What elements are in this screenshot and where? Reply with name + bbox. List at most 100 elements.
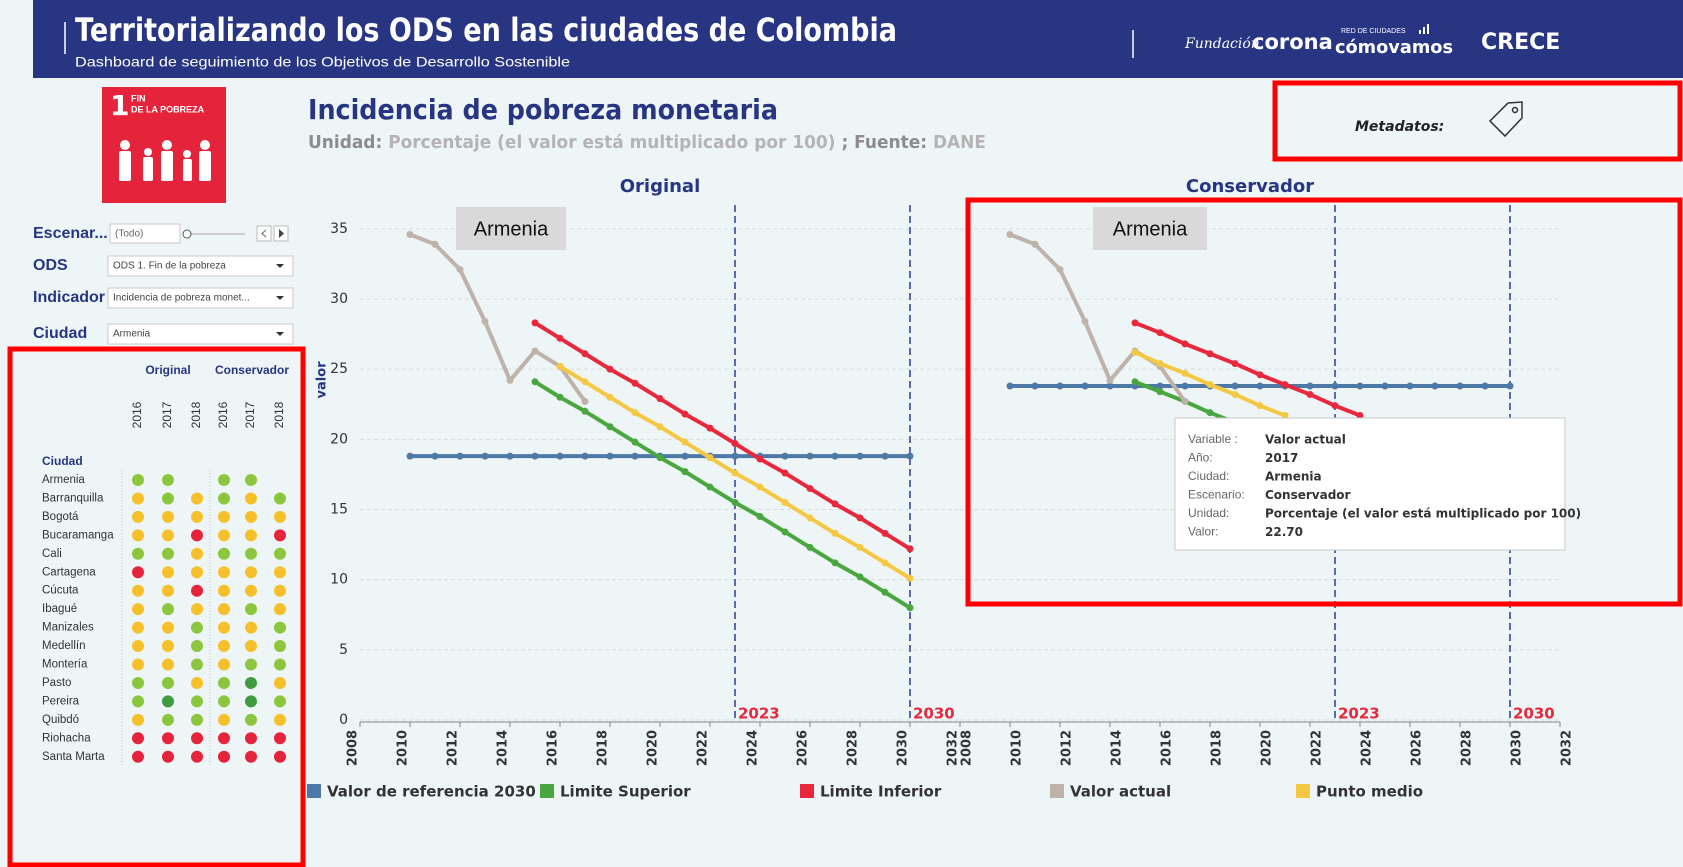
series-point [906, 452, 914, 460]
legend-swatch [1050, 784, 1064, 798]
series-point [781, 498, 789, 506]
logo-bar [1419, 30, 1421, 34]
series-point [1081, 317, 1089, 325]
matrix-year: 2017 [243, 401, 257, 428]
status-dot [274, 658, 286, 671]
matrix-city: Ibagué [42, 603, 77, 615]
status-dot [218, 695, 230, 708]
status-dot [162, 584, 174, 597]
matrix-year: 2018 [189, 401, 203, 428]
status-dot [162, 547, 174, 560]
indicator-title: Incidencia de pobreza monetaria [308, 93, 778, 126]
series-point [1106, 376, 1114, 384]
y-tick-label: 5 [339, 642, 348, 658]
x-tick-label: 2008 [960, 730, 975, 766]
series-point [606, 393, 614, 401]
y-tick-label: 10 [330, 572, 348, 588]
filter-dropdown[interactable] [107, 287, 294, 309]
sdg-line1: FIN [131, 93, 146, 103]
series-line [533, 321, 912, 551]
x-tick-label: 2024 [1360, 730, 1375, 766]
status-dot [274, 676, 286, 689]
series-point [1206, 409, 1214, 417]
status-dot [245, 584, 257, 597]
matrix-city: Armenia [42, 474, 85, 486]
status-dot [274, 510, 286, 523]
matrix-group: Conservador [215, 363, 289, 377]
logo-comovamos: cómovamos [1335, 37, 1453, 58]
status-dot [245, 732, 257, 745]
y-tick-label: 35 [330, 221, 348, 237]
tooltip [1174, 417, 1566, 551]
header-subtitle: Dashboard de seguimiento de los Objetivo… [75, 54, 570, 70]
status-dot [218, 732, 230, 745]
x-tick-label: 2014 [1110, 730, 1125, 766]
x-tick-label: 2022 [1310, 730, 1325, 766]
x-tick-label: 2014 [496, 730, 511, 766]
series-point [881, 559, 889, 567]
series-point [781, 528, 789, 536]
series-point [1131, 378, 1139, 386]
series-point [1406, 382, 1414, 390]
logo-bar [1423, 27, 1425, 34]
series-point [1006, 382, 1014, 390]
series-point [806, 543, 814, 551]
status-dot [191, 640, 203, 653]
filter-box[interactable] [109, 223, 181, 244]
series-point [831, 452, 839, 460]
filter-dropdown[interactable] [107, 255, 294, 277]
logo-red: RED DE CIUDADES [1341, 28, 1406, 35]
series-point [681, 410, 689, 418]
status-dot [245, 640, 257, 653]
sdg-line2: DE LA POBREZA [131, 104, 205, 114]
series-point [1106, 382, 1114, 390]
series-point [756, 483, 764, 491]
status-dot [132, 584, 144, 597]
prev-button[interactable] [256, 225, 272, 242]
status-dot [132, 547, 144, 560]
series-point [1181, 382, 1189, 390]
status-dot [245, 547, 257, 560]
series-point [431, 452, 439, 460]
x-tick-label: 2032 [946, 730, 961, 766]
matrix-city: Cúcuta [42, 585, 79, 597]
series-point [681, 468, 689, 476]
chart-title: Original [620, 176, 701, 197]
status-dot [162, 621, 174, 634]
status-dot [218, 603, 230, 616]
tooltip-value: 22.70 [1265, 525, 1303, 539]
series-point [1306, 382, 1314, 390]
series-point [781, 469, 789, 477]
matrix-city: Quibdó [42, 714, 79, 726]
status-dot [191, 713, 203, 726]
series-point [531, 452, 539, 460]
series-point [1356, 411, 1364, 419]
status-dot [132, 621, 144, 634]
filter-dropdown[interactable] [107, 323, 294, 345]
series-point [531, 347, 539, 355]
tooltip-value: Valor actual [1265, 433, 1346, 447]
slider-knob[interactable] [182, 229, 192, 239]
tooltip-value: Armenia [1265, 470, 1322, 484]
status-dot [218, 547, 230, 560]
status-dot [191, 584, 203, 597]
series-point [606, 452, 614, 460]
series-point [731, 440, 739, 448]
series-point [881, 529, 889, 537]
status-dot [274, 547, 286, 560]
legend-label: Limite Inferior [820, 783, 942, 801]
x-tick-label: 2016 [1160, 730, 1175, 766]
series-point [1131, 348, 1139, 356]
series-point [606, 365, 614, 373]
status-dot [191, 676, 203, 689]
status-dot [274, 713, 286, 726]
status-dot [132, 492, 144, 505]
status-dot [191, 566, 203, 579]
status-dot [132, 603, 144, 616]
series-point [556, 452, 564, 460]
status-dot [245, 750, 257, 763]
metadata-icon[interactable] [1488, 101, 1523, 138]
series-point [1256, 371, 1264, 379]
filter-value: Armenia [113, 329, 151, 340]
series-point [1156, 388, 1164, 396]
